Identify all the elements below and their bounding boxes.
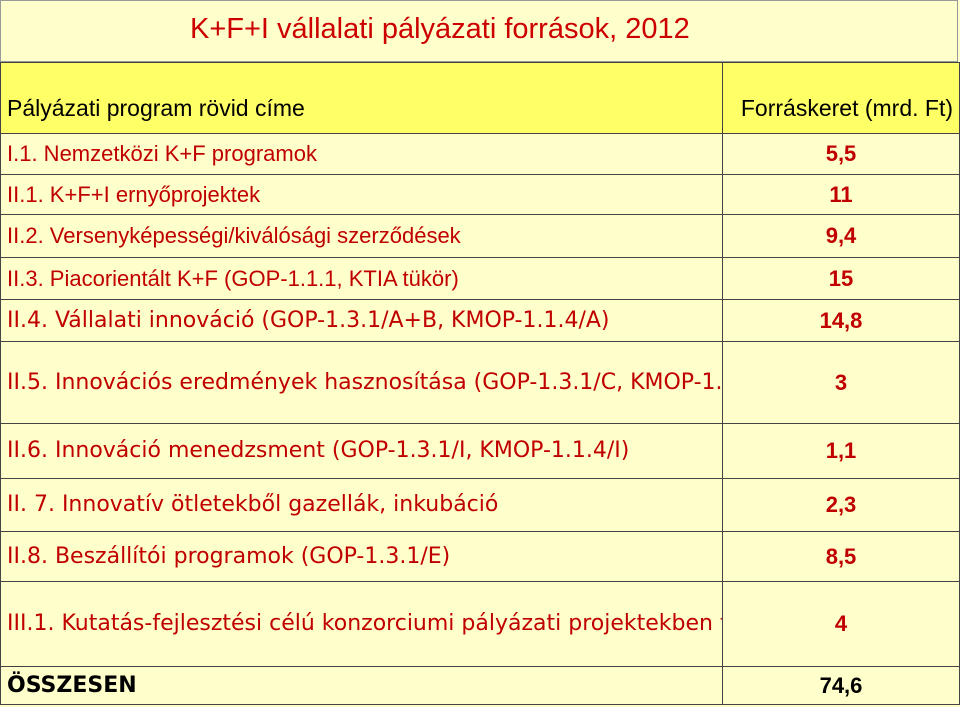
program-amount: 9,4 — [722, 214, 960, 258]
total-row: ÖSSZESEN 74,6 — [0, 666, 960, 705]
program-label: II.2. Versenyképességi/kiválósági szerző… — [0, 214, 723, 258]
funding-table: Pályázati program rövid címe Forráskeret… — [0, 62, 960, 705]
program-label: II.8. Beszállítói programok (GOP-1.3.1/E… — [0, 531, 723, 582]
total-amount: 74,6 — [722, 666, 960, 705]
table-header-row: Pályázati program rövid címe Forráskeret… — [0, 62, 960, 134]
program-amount: 1,1 — [722, 423, 960, 479]
page-title: K+F+I vállalati pályázati források, 2012 — [190, 13, 690, 45]
table-row: II.6. Innováció menedzsment (GOP-1.3.1/I… — [0, 423, 960, 479]
table-row: II.2. Versenyképességi/kiválósági szerző… — [0, 214, 960, 258]
table-row: II. 7. Innovatív ötletekből gazellák, in… — [0, 478, 960, 532]
table-row: II.5. Innovációs eredmények hasznosítása… — [0, 341, 960, 424]
table-row: II.1. K+F+I ernyőprojektek 11 — [0, 174, 960, 215]
program-label: II.5. Innovációs eredmények hasznosítása… — [0, 341, 723, 424]
program-amount: 2,3 — [722, 478, 960, 532]
table-row: II.8. Beszállítói programok (GOP-1.3.1/E… — [0, 531, 960, 582]
program-label: II.6. Innováció menedzsment (GOP-1.3.1/I… — [0, 423, 723, 479]
program-amount: 4 — [722, 581, 960, 667]
program-column-header: Pályázati program rövid címe — [0, 62, 723, 134]
program-label: III.1. Kutatás-fejlesztési célú konzorci… — [0, 581, 723, 667]
program-label: I.1. Nemzetközi K+F programok — [0, 133, 723, 175]
program-amount: 15 — [722, 257, 960, 300]
program-label: II. 7. Innovatív ötletekből gazellák, in… — [0, 478, 723, 532]
table-row: III.1. Kutatás-fejlesztési célú konzorci… — [0, 581, 960, 667]
program-amount: 11 — [722, 174, 960, 215]
total-label: ÖSSZESEN — [0, 666, 723, 705]
program-label: II.3. Piacorientált K+F (GOP-1.1.1, KTIA… — [0, 257, 723, 300]
program-label: II.1. K+F+I ernyőprojektek — [0, 174, 723, 215]
program-amount: 5,5 — [722, 133, 960, 175]
table-row: II.3. Piacorientált K+F (GOP-1.1.1, KTIA… — [0, 257, 960, 300]
title-bar: K+F+I vállalati pályázati források, 2012 — [0, 0, 958, 62]
table-row: II.4. Vállalati innováció (GOP-1.3.1/A+B… — [0, 299, 960, 342]
program-amount: 3 — [722, 341, 960, 424]
program-amount: 14,8 — [722, 299, 960, 342]
program-label: II.4. Vállalati innováció (GOP-1.3.1/A+B… — [0, 299, 723, 342]
amount-column-header: Forráskeret (mrd. Ft) — [722, 62, 960, 134]
table-row: I.1. Nemzetközi K+F programok 5,5 — [0, 133, 960, 175]
program-amount: 8,5 — [722, 531, 960, 582]
